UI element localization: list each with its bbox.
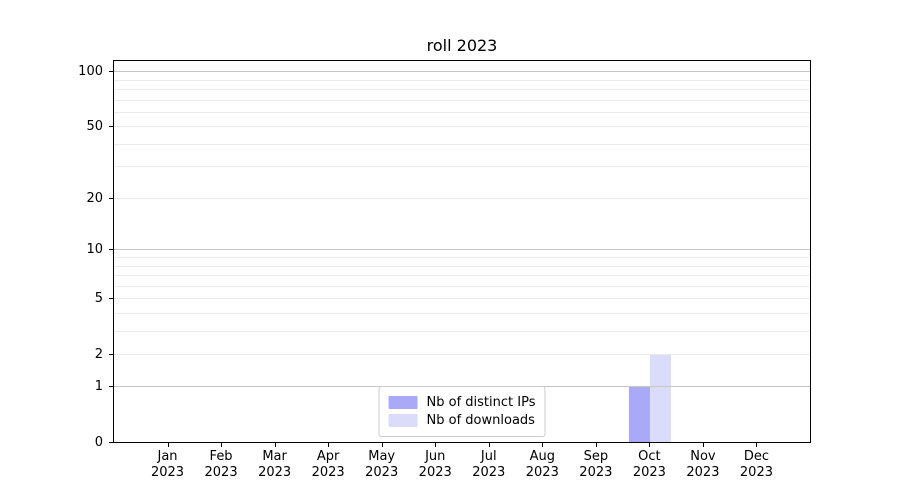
x-tick-label: Feb 2023: [204, 449, 238, 480]
gridline-major: [114, 249, 810, 251]
gridline-minor: [114, 111, 810, 113]
x-tick-label: Jun 2023: [418, 449, 452, 480]
x-tick-mark: [756, 443, 758, 447]
x-tick-mark: [649, 443, 651, 447]
gridline-minor: [114, 312, 810, 314]
gridline-major: [114, 71, 810, 73]
y-tick-mark: [109, 71, 113, 73]
x-tick-label: Jan 2023: [150, 449, 185, 480]
x-tick-label: Jul 2023: [472, 449, 506, 480]
gridline-minor: [114, 265, 810, 267]
x-tick-mark: [221, 443, 223, 447]
y-tick-mark: [109, 298, 113, 300]
legend-label-distinct-ips: Nb of distinct IPs: [426, 395, 536, 410]
gridline-minor: [114, 330, 810, 332]
legend: Nb of distinct IPs Nb of downloads: [378, 386, 546, 437]
x-tick-mark: [167, 443, 169, 447]
x-tick-mark: [488, 443, 490, 447]
x-tick-mark: [542, 443, 544, 447]
x-tick-label: Nov 2023: [686, 449, 720, 480]
legend-label-downloads: Nb of downloads: [426, 413, 535, 428]
legend-item-downloads: Nb of downloads: [388, 413, 536, 428]
x-tick-label: Mar 2023: [258, 449, 292, 480]
y-tick-label: 50: [86, 119, 103, 135]
gridline-minor: [114, 166, 810, 168]
y-tick-label: 5: [94, 291, 103, 307]
gridline-minor: [114, 99, 810, 101]
x-tick-mark: [595, 443, 597, 447]
gridline-minor: [114, 353, 810, 355]
x-tick-label: Oct 2023: [632, 449, 666, 480]
y-tick-mark: [109, 249, 113, 251]
gridline-minor: [114, 257, 810, 259]
x-tick-mark: [328, 443, 330, 447]
x-tick-mark: [274, 443, 276, 447]
y-tick-mark: [109, 197, 113, 199]
gridline-minor: [114, 298, 810, 300]
gridline-minor: [114, 126, 810, 128]
chart-title: roll 2023: [426, 36, 498, 55]
y-tick-label: 100: [78, 64, 103, 80]
gridline-minor: [114, 79, 810, 81]
y-tick-label: 2: [94, 346, 103, 362]
x-tick-mark: [435, 443, 437, 447]
y-tick-mark: [109, 353, 113, 355]
plot-area: Nb of distinct IPs Nb of downloads: [113, 60, 811, 443]
x-tick-label: Sep 2023: [579, 449, 613, 480]
x-tick-label: Apr 2023: [311, 449, 345, 480]
legend-swatch-downloads: [388, 414, 418, 427]
gridline-minor: [114, 197, 810, 199]
y-tick-label: 20: [86, 190, 103, 206]
y-tick-label: 10: [86, 242, 103, 258]
x-tick-label: Dec 2023: [739, 449, 773, 480]
gridline-minor: [114, 275, 810, 277]
legend-swatch-distinct-ips: [388, 396, 418, 409]
y-tick-mark: [109, 126, 113, 128]
bar-downloads: [650, 353, 672, 442]
y-tick-label: 0: [94, 435, 103, 450]
y-tick-mark: [109, 442, 113, 443]
x-tick-label: May 2023: [365, 449, 399, 480]
x-tick-label: Aug 2023: [525, 449, 559, 480]
y-tick-label: 1: [94, 379, 103, 395]
y-tick-mark: [109, 386, 113, 388]
gridline-minor: [114, 89, 810, 91]
legend-item-distinct-ips: Nb of distinct IPs: [388, 395, 536, 410]
gridline-minor: [114, 285, 810, 287]
x-tick-mark: [381, 443, 383, 447]
bar-distinct-ips: [629, 386, 651, 442]
gridline-minor: [114, 143, 810, 145]
x-tick-mark: [702, 443, 704, 447]
